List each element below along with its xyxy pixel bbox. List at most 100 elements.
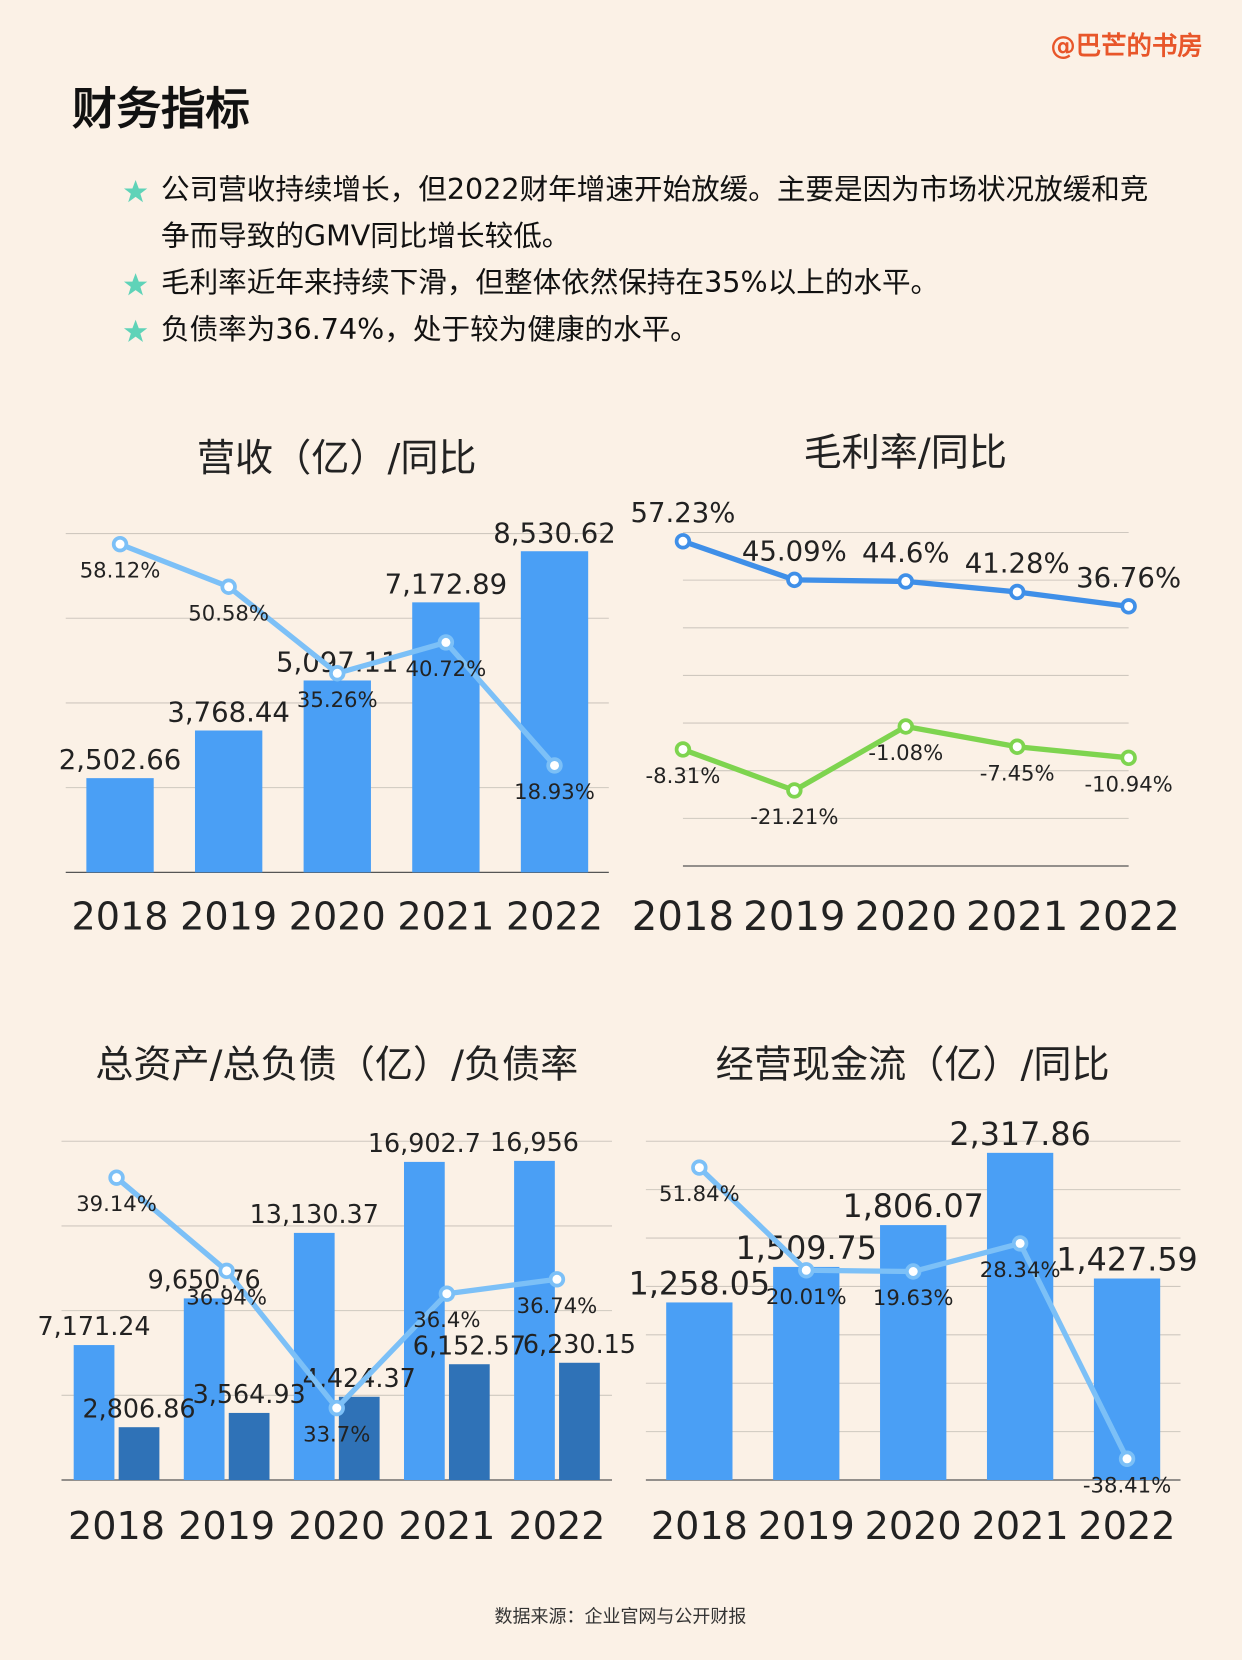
star-icon — [123, 179, 148, 203]
line-marker — [1011, 1235, 1029, 1252]
watermark: @巴芒的书房 — [1050, 31, 1202, 61]
line-value-label: 40.72% — [406, 656, 487, 681]
bar — [448, 1364, 490, 1481]
line-marker — [1120, 598, 1137, 615]
bullet: 负债率为36.74%，处于较为健康的水平。 — [123, 307, 1150, 354]
bar — [514, 1160, 555, 1481]
bar — [303, 680, 371, 873]
line-marker — [904, 1263, 922, 1280]
line-value-label: 18.93% — [514, 779, 595, 804]
line-value-label: 45.09% — [742, 535, 847, 567]
line-value-label: 19.63% — [873, 1285, 954, 1310]
line-value-label: 51.84% — [659, 1181, 740, 1206]
line-value-label: -21.21% — [750, 804, 838, 829]
bullets: 公司营收持续增长，但2022财年增速开始放缓。主要是因为市场状况放缓和竞争而导致… — [123, 167, 1150, 353]
bar — [520, 551, 589, 873]
star-icon — [123, 319, 148, 342]
bar-value-label: 8,530.62 — [493, 517, 616, 549]
x-tick-label: 2022 — [508, 1504, 605, 1548]
line-value-label: 28.34% — [980, 1257, 1061, 1282]
bar — [559, 1362, 600, 1481]
line-marker — [546, 757, 563, 774]
bar — [118, 1427, 160, 1481]
line-marker — [674, 741, 692, 758]
x-tick-label: 2021 — [972, 1504, 1069, 1548]
x-tick-label: 2019 — [180, 894, 277, 938]
line-value-label: 36.76% — [1076, 562, 1181, 594]
chart-title: 毛利率/同比 — [804, 431, 1007, 475]
line-marker — [1009, 738, 1026, 755]
bar-value-label: 1,258.05 — [629, 1267, 770, 1303]
bar — [194, 730, 263, 873]
bar — [773, 1266, 840, 1481]
bar — [338, 1396, 380, 1481]
x-tick-label: 2022 — [1079, 1504, 1176, 1548]
bullet-list: 公司营收持续增长，但2022财年增速开始放缓。主要是因为市场状况放缓和竞争而导致… — [123, 167, 1150, 353]
line-value-label: -38.41% — [1083, 1472, 1171, 1497]
line-value-label: -7.45% — [980, 760, 1055, 785]
bar — [183, 1298, 225, 1481]
line-value-label: 36.94% — [186, 1284, 267, 1309]
bar-value-label: 16,902.7 — [368, 1128, 481, 1158]
line-value-label: 58.12% — [80, 558, 161, 583]
x-tick-label: 2021 — [398, 1504, 495, 1548]
line-marker — [674, 533, 692, 550]
x-tick-label: 2018 — [68, 1504, 165, 1548]
x-tick-label: 2021 — [966, 894, 1068, 940]
x-tick-label: 2020 — [865, 1504, 962, 1548]
x-tick-label: 2020 — [288, 1504, 385, 1548]
star-icon — [123, 273, 148, 296]
line-value-label: -1.08% — [868, 740, 943, 765]
bar-value-label: 6,152.57 — [413, 1330, 526, 1360]
bar — [86, 778, 154, 873]
bar-value-label: 2,806.86 — [82, 1393, 195, 1423]
bar — [666, 1302, 733, 1481]
bar — [73, 1345, 115, 1481]
line-marker — [438, 1285, 456, 1302]
line-value-label: 39.14% — [76, 1191, 157, 1216]
line-marker — [897, 718, 914, 735]
bullet-text: 负债率为36.74%，处于较为健康的水平。 — [161, 313, 699, 347]
line-value-label: 57.23% — [630, 497, 735, 529]
line-value-label: 50.58% — [188, 600, 269, 625]
page-title: 财务指标 — [72, 84, 250, 135]
line-marker — [218, 1262, 235, 1280]
bar-value-label: 2,502.66 — [59, 744, 182, 776]
line-value-label: 33.7% — [303, 1422, 370, 1447]
bullet: 公司营收持续增长，但2022财年增速开始放缓。主要是因为市场状况放缓和竞争而导致… — [123, 167, 1150, 260]
line-marker — [220, 578, 237, 595]
bar-value-label: 1,806.07 — [842, 1189, 983, 1225]
x-tick-label: 2019 — [758, 1504, 855, 1548]
x-tick-label: 2022 — [1077, 894, 1179, 940]
line-marker — [329, 665, 346, 682]
bar-value-label: 3,564.93 — [193, 1379, 306, 1409]
chart-title: 总资产/总负债（亿）/负债率 — [95, 1043, 578, 1087]
bar-value-label: 7,171.24 — [38, 1311, 151, 1341]
bar-value-label: 1,509.75 — [736, 1231, 877, 1267]
x-tick-label: 2022 — [506, 894, 603, 938]
line-marker — [786, 782, 803, 799]
line-value-label: -8.31% — [646, 763, 721, 788]
line-value-label: 36.74% — [517, 1293, 598, 1318]
line-marker — [108, 1169, 125, 1186]
line-value-label: 44.6% — [862, 537, 949, 569]
bar-value-label: 13,130.37 — [250, 1199, 379, 1229]
line-marker — [548, 1271, 566, 1288]
bar-value-label: 2,317.86 — [949, 1117, 1090, 1153]
bar — [228, 1412, 270, 1481]
x-tick-label: 2018 — [72, 894, 169, 938]
line-marker — [786, 571, 803, 589]
chart-title: 经营现金流（亿）/同比 — [716, 1043, 1110, 1087]
x-tick-label: 2020 — [289, 894, 386, 938]
line-marker — [897, 573, 914, 590]
bar-value-label: 3,768.44 — [167, 697, 290, 729]
bar — [986, 1152, 1054, 1481]
line-value-label: 20.01% — [766, 1284, 847, 1309]
bullet-text: 毛利率近年来持续下滑，但整体依然保持在35%以上的水平。 — [161, 266, 940, 300]
bar-value-label: 7,172.89 — [385, 568, 508, 600]
bar — [1093, 1278, 1161, 1481]
x-tick-label: 2021 — [397, 894, 494, 938]
x-tick-label: 2018 — [632, 894, 734, 940]
line-value-label: 41.28% — [965, 547, 1070, 579]
